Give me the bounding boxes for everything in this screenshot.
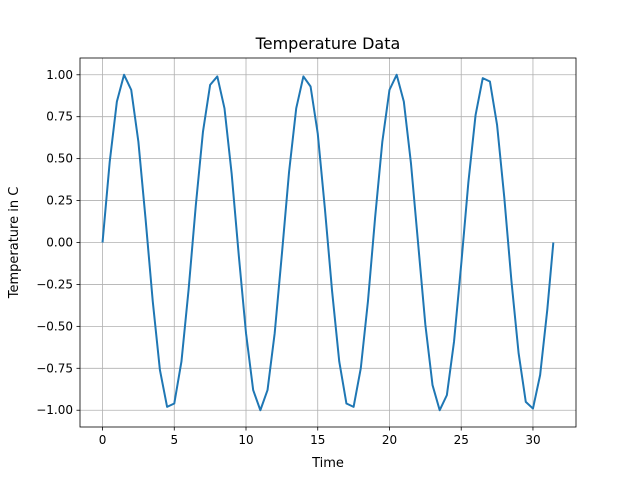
y-tick-label: 0.25 bbox=[46, 194, 73, 208]
y-tick-label: −1.00 bbox=[36, 403, 73, 417]
chart-title: Temperature Data bbox=[255, 34, 401, 53]
y-tick-label: −0.75 bbox=[36, 361, 73, 375]
x-tick-label: 5 bbox=[170, 433, 178, 447]
x-tick-label: 0 bbox=[99, 433, 107, 447]
grid bbox=[80, 58, 576, 427]
series-layer bbox=[101, 73, 555, 412]
ticks: 0 5 10 15 20 25 30 −1.00 −0.75 −0.50 −0.25 0.00 0.25… bbox=[36, 68, 540, 447]
y-tick-label: −0.50 bbox=[36, 319, 73, 333]
temperature-series-line bbox=[101, 73, 555, 412]
y-tick-label: 0.75 bbox=[46, 110, 73, 124]
x-axis-label: Time bbox=[311, 456, 344, 471]
x-tick-label: 20 bbox=[382, 433, 397, 447]
y-tick-label: 0.00 bbox=[46, 236, 73, 250]
x-tick-label: 10 bbox=[238, 433, 253, 447]
y-tick-label: 0.50 bbox=[46, 152, 73, 166]
plot-frame bbox=[79, 57, 577, 428]
x-tick-label: 25 bbox=[454, 433, 469, 447]
x-tick-label: 30 bbox=[525, 433, 540, 447]
x-tick-label: 15 bbox=[310, 433, 325, 447]
y-axis-label: Temperature in C bbox=[7, 187, 22, 300]
y-tick-label: −0.25 bbox=[36, 277, 73, 291]
y-tick-label: 1.00 bbox=[46, 68, 73, 82]
